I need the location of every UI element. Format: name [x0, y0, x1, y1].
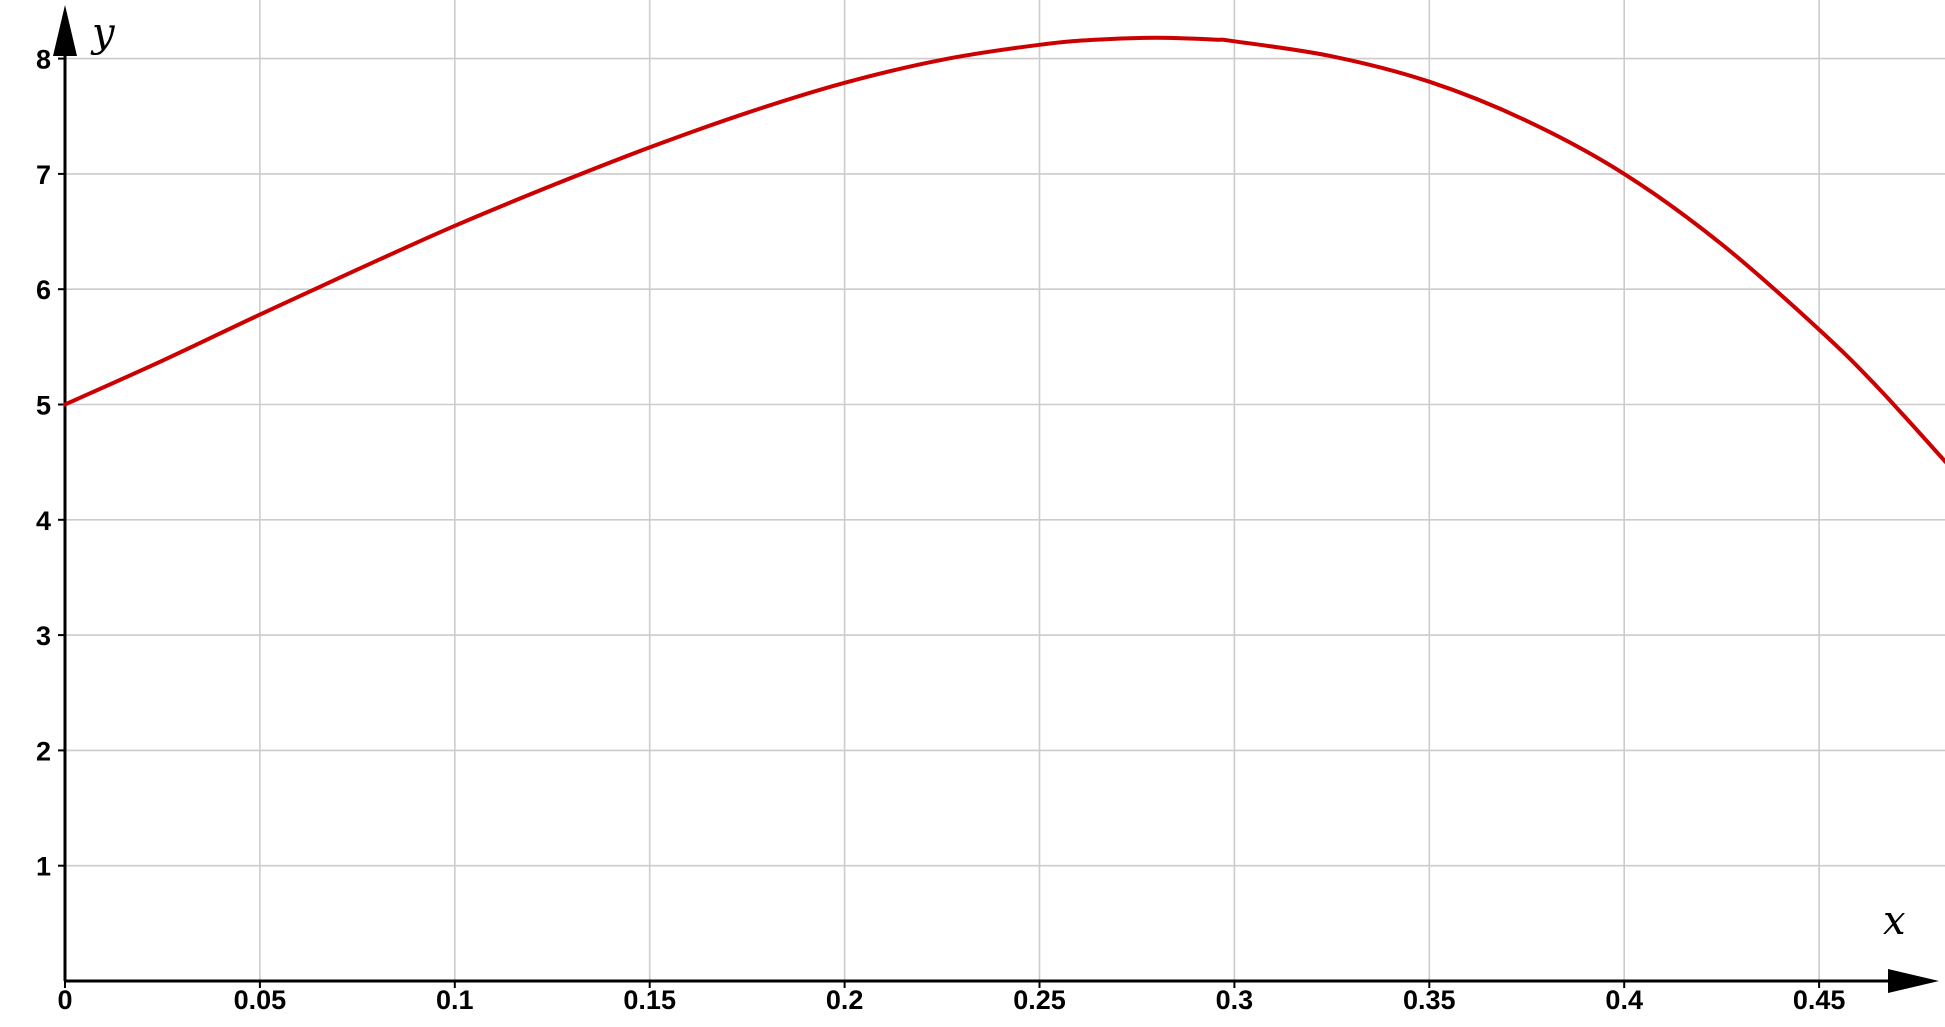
series-line [63, 35, 1945, 464]
y-tick-label: 2 [36, 736, 51, 766]
x-axis-label: x [1883, 898, 1906, 944]
y-tick-label: 8 [36, 45, 51, 75]
y-axis-label: y [90, 10, 116, 56]
gridlines [65, 0, 1945, 981]
x-tick-label: 0.1 [436, 985, 474, 1015]
x-tick-label: 0.45 [1793, 985, 1846, 1015]
x-tick-label: 0.05 [234, 985, 287, 1015]
x-tick-label: 0.2 [826, 985, 864, 1015]
x-tick-label: 0.3 [1216, 985, 1254, 1015]
y-tick-label: 7 [36, 160, 51, 190]
y-axis-arrow [53, 5, 77, 56]
x-tick-label: 0.35 [1403, 985, 1456, 1015]
y-tick-label: 5 [36, 391, 51, 421]
x-axis-arrow [1888, 969, 1939, 993]
y-tick-label: 1 [36, 852, 51, 882]
y-tick-label: 6 [36, 275, 51, 305]
x-tick-label: 0.4 [1605, 985, 1643, 1015]
tick-labels: 0 0.05 0.1 0.15 0.2 0.25 0.3 0.35 0.4 0.45 1 2 3 4 5 6 7… [36, 45, 1845, 1015]
axes [53, 5, 1939, 993]
x-tick-label: 0 [57, 985, 72, 1015]
y-tick-label: 3 [36, 621, 51, 651]
y-tick-label: 4 [36, 506, 51, 536]
plot-area [63, 35, 1945, 464]
x-tick-label: 0.15 [623, 985, 676, 1015]
x-tick-label: 0.25 [1013, 985, 1066, 1015]
